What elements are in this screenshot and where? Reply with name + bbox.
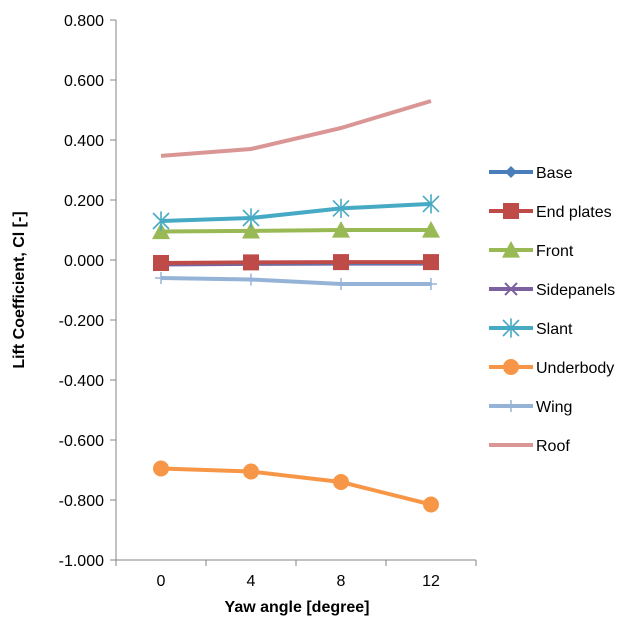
y-tick-label: -0.600 bbox=[59, 433, 104, 450]
y-tick-label: 0.200 bbox=[64, 193, 104, 210]
legend: Base End plates Front Sidepanels Slant Underb… bbox=[489, 165, 615, 455]
data-point-end-plates bbox=[423, 254, 439, 270]
series-slant bbox=[153, 194, 439, 230]
legend-item-sidepanels: Sidepanels bbox=[489, 282, 615, 299]
legend-item-front: Front bbox=[489, 241, 574, 260]
x-tick-label: 12 bbox=[422, 573, 440, 590]
series-end-plates bbox=[153, 254, 439, 271]
x-tick-label: 0 bbox=[157, 573, 166, 590]
legend-marker bbox=[505, 166, 517, 178]
x-axis-ticks: 0 4 8 12 bbox=[116, 560, 476, 590]
data-point-underbody bbox=[153, 461, 169, 477]
data-point-end-plates bbox=[243, 254, 259, 270]
y-tick-label: -0.800 bbox=[59, 493, 104, 510]
y-axis-title: Lift Coefficient, Cl [-] bbox=[11, 211, 28, 368]
data-point-wing bbox=[155, 272, 167, 284]
legend-marker bbox=[503, 203, 519, 219]
legend-marker bbox=[503, 359, 519, 375]
series-roof bbox=[161, 101, 431, 156]
legend-item-wing: Wing bbox=[489, 399, 572, 416]
legend-item-roof: Roof bbox=[489, 438, 570, 455]
y-tick-label: -0.400 bbox=[59, 373, 104, 390]
y-tick-label: 0.600 bbox=[64, 73, 104, 90]
legend-item-end-plates: End plates bbox=[489, 203, 612, 221]
x-axis-title: Yaw angle [degree] bbox=[225, 599, 370, 616]
y-tick-label: 0.800 bbox=[64, 13, 104, 30]
y-tick-label: -0.200 bbox=[59, 313, 104, 330]
y-tick-label: 0.000 bbox=[64, 253, 104, 270]
series-line-underbody bbox=[161, 469, 431, 505]
legend-label: Base bbox=[536, 165, 573, 182]
legend-item-slant: Slant bbox=[489, 318, 573, 338]
data-point-wing bbox=[245, 274, 257, 286]
series-layer bbox=[152, 101, 440, 513]
y-axis-ticks: -1.000 -0.800 -0.600 -0.400 -0.200 0.000 0.200… bbox=[59, 13, 116, 570]
legend-label: Roof bbox=[536, 438, 570, 455]
data-point-underbody bbox=[423, 497, 439, 513]
data-point-underbody bbox=[333, 474, 349, 490]
series-line-end-plates bbox=[161, 262, 431, 263]
y-tick-label: -1.000 bbox=[59, 553, 104, 570]
series-wing bbox=[155, 272, 437, 290]
legend-label: Front bbox=[536, 243, 574, 260]
series-line-front bbox=[161, 230, 431, 232]
series-line-roof bbox=[161, 101, 431, 156]
legend-label: Wing bbox=[536, 399, 572, 416]
data-point-wing bbox=[425, 278, 437, 290]
legend-label: End plates bbox=[536, 204, 612, 221]
series-front bbox=[152, 221, 440, 239]
legend-item-base: Base bbox=[489, 165, 573, 182]
series-line-wing bbox=[161, 278, 431, 284]
legend-label: Slant bbox=[536, 321, 573, 338]
series-line-slant bbox=[161, 204, 431, 221]
plot-area bbox=[116, 20, 476, 560]
legend-item-underbody: Underbody bbox=[489, 359, 614, 377]
data-point-end-plates bbox=[333, 254, 349, 270]
data-point-underbody bbox=[243, 464, 259, 480]
series-underbody bbox=[153, 461, 439, 513]
legend-label: Sidepanels bbox=[536, 282, 615, 299]
data-point-wing bbox=[335, 278, 347, 290]
x-tick-label: 4 bbox=[247, 573, 256, 590]
x-tick-label: 8 bbox=[337, 573, 346, 590]
y-tick-label: 0.400 bbox=[64, 133, 104, 150]
data-point-end-plates bbox=[153, 255, 169, 271]
legend-marker bbox=[505, 400, 517, 412]
legend-label: Underbody bbox=[536, 360, 614, 377]
